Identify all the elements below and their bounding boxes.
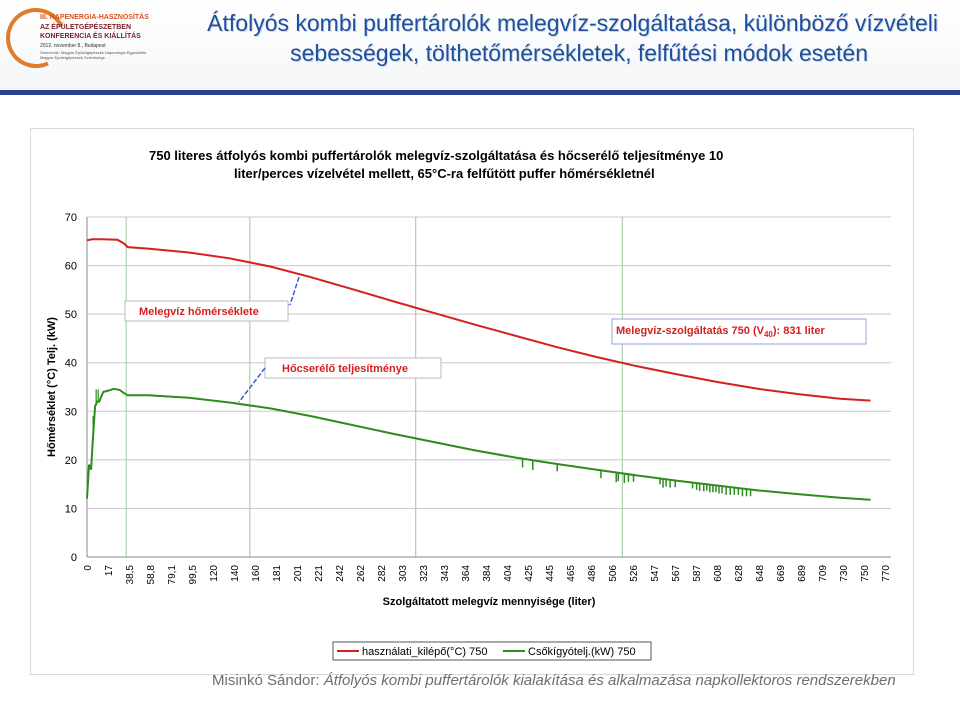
- service-annotation-suffix: ): 831 liter: [773, 325, 826, 337]
- x-tick-label: 140: [230, 565, 241, 582]
- x-tick-label: 730: [839, 565, 850, 582]
- x-tick-label: 282: [377, 565, 388, 582]
- logo-line-5: Szervezők: Magyar Épületgépészek Napener…: [40, 50, 147, 55]
- logo-line-4: 2012. november 8., Budapest: [40, 43, 106, 49]
- x-tick-label: 709: [818, 565, 829, 582]
- footer-subtitle: Átfolyós kombi puffertárolók kialakítása…: [323, 672, 896, 689]
- x-tick-label: 181: [272, 565, 283, 582]
- green-series-spikes: [92, 389, 752, 497]
- chart-axes: [86, 217, 891, 558]
- y-tick-50: 50: [65, 309, 77, 321]
- chart-series: [86, 238, 871, 501]
- x-tick-label: 262: [356, 565, 367, 582]
- x-tick-label: 506: [608, 565, 619, 582]
- x-tick-label: 770: [881, 565, 892, 582]
- y-tick-0: 0: [71, 552, 77, 564]
- x-tick-label: 445: [545, 565, 556, 582]
- conference-logo: III. NAPENERGIA-HASZNOSÍTÁS AZ ÉPÜLETGÉP…: [0, 0, 187, 80]
- x-tick-labels: 0 17 38,5 58,8 79,1 99,5 120 140 160 181 201 221 242…: [83, 565, 892, 585]
- legend-label-red: használati_kilépő(°C) 750: [362, 646, 487, 658]
- chart-svg: 750 literes átfolyós kombi puffertárolók…: [46, 148, 892, 661]
- y-tick-30: 30: [65, 406, 77, 418]
- series-line-temperature: [86, 238, 871, 402]
- x-tick-label: 99,5: [188, 565, 199, 585]
- y-tick-40: 40: [65, 358, 77, 370]
- y-tick-60: 60: [65, 261, 77, 273]
- slide-title-line-1: Átfolyós kombi puffertárolók melegvíz-sz…: [207, 10, 938, 36]
- x-tick-label: 221: [314, 565, 325, 582]
- x-tick-label: 628: [734, 565, 745, 582]
- x-tick-label: 547: [650, 565, 661, 582]
- y-tick-labels: 0 10 20 30 40 50 60 70: [65, 212, 77, 564]
- series-line-power: [86, 387, 871, 501]
- x-tick-label: 384: [482, 565, 493, 582]
- x-tick-label: 120: [209, 565, 220, 582]
- x-tick-label: 201: [293, 565, 304, 582]
- x-tick-label: 38,5: [125, 565, 136, 585]
- x-axis-label: Szolgáltatott melegvíz mennyisége (liter…: [383, 596, 596, 608]
- chart-grid: [87, 216, 891, 509]
- service-annotation-box: [611, 318, 867, 345]
- x-tick-label: 0: [83, 565, 94, 571]
- x-tick-label: 486: [587, 565, 598, 582]
- temp-annotation-box: [124, 300, 289, 322]
- x-tick-label: 242: [335, 565, 346, 582]
- y-tick-10: 10: [65, 503, 77, 515]
- x-tick-label: 58,8: [146, 565, 157, 585]
- x-tick-label: 17: [104, 565, 115, 577]
- chart-vertical-markers: [125, 217, 623, 557]
- slide-header: III. NAPENERGIA-HASZNOSÍTÁS AZ ÉPÜLETGÉP…: [0, 0, 960, 92]
- service-annotation-sub: 40: [764, 330, 773, 339]
- x-tick-label: 526: [629, 565, 640, 582]
- power-annotation-arrow: [238, 367, 266, 403]
- x-tick-label: 567: [671, 565, 682, 582]
- logo-line-3: KONFERENCIA ÉS KIÁLLÍTÁS: [40, 33, 141, 40]
- x-tick-label: 303: [398, 565, 409, 582]
- y-tick-20: 20: [65, 455, 77, 467]
- y-tick-70: 70: [65, 212, 77, 224]
- x-tick-label: 465: [566, 565, 577, 582]
- x-tick-label: 343: [440, 565, 451, 582]
- logo-line-1: III. NAPENERGIA-HASZNOSÍTÁS: [40, 14, 149, 21]
- slide-footer: Misinkó Sándor: Átfolyós kombi puffertár…: [212, 672, 896, 689]
- x-tick-label: 750: [860, 565, 871, 582]
- power-annotation-label: Hőcserélő teljesítménye: [282, 363, 408, 375]
- temp-annotation-arrow: [289, 276, 300, 306]
- x-tick-label: 608: [713, 565, 724, 582]
- legend-box: [332, 641, 652, 661]
- x-tick-label: 364: [461, 565, 472, 582]
- y-axis-label: Hőmérséklet (°C) Telj. (kW): [46, 317, 58, 457]
- service-annotation-prefix: Melegvíz-szolgáltatás 750 (V: [616, 325, 765, 337]
- x-tick-label: 587: [692, 565, 703, 582]
- x-tick-label: 648: [755, 565, 766, 582]
- header-divider: [0, 90, 960, 95]
- legend-label-green: Csőkígyótelj.(kW) 750: [528, 646, 636, 658]
- x-tick-label: 689: [797, 565, 808, 582]
- x-tick-label: 425: [524, 565, 535, 582]
- logo-line-6: Magyar Épületgépészek Szövetsége: [40, 55, 105, 60]
- x-tick-label: 160: [251, 565, 262, 582]
- x-tick-label: 669: [776, 565, 787, 582]
- chart-title-line-1: 750 literes átfolyós kombi puffertárolók…: [149, 148, 723, 163]
- x-tick-label: 323: [419, 565, 430, 582]
- chart-title-line-2: liter/perces vízelvétel mellett, 65°C-ra…: [234, 166, 655, 181]
- chart-frame: 750 literes átfolyós kombi puffertárolók…: [30, 128, 914, 675]
- x-tick-label: 404: [503, 565, 514, 582]
- logo-line-2: AZ ÉPÜLETGÉPÉSZETBEN: [40, 24, 132, 31]
- x-tick-label: 79,1: [167, 565, 178, 585]
- slide-title-line-2: sebességek, tölthetőmérsékletek, felfűté…: [290, 40, 868, 66]
- footer-author: Misinkó Sándor:: [212, 672, 324, 689]
- service-annotation-label: Melegvíz-szolgáltatás 750 (V40): 831 lit…: [616, 325, 826, 339]
- temp-annotation-label: Melegvíz hőmérséklete: [139, 306, 259, 318]
